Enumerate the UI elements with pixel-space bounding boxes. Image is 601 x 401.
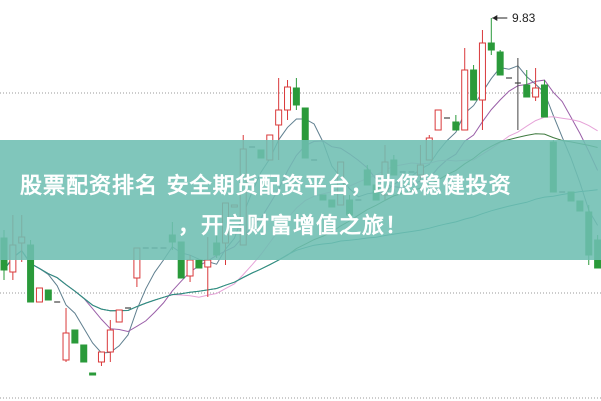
candle-down (44, 289, 52, 301)
candle-down (540, 84, 548, 118)
candle-down (452, 121, 460, 131)
candle-up (186, 259, 194, 277)
candle-down (89, 372, 97, 376)
banner-line-1: 股票配资排名 安全期货配资平台，助您稳健投资 (20, 174, 512, 199)
candle-up (62, 332, 70, 361)
candle-down (195, 259, 203, 269)
candle-up (478, 42, 486, 101)
high-marker-arrow-icon (492, 15, 498, 21)
candle-up (284, 86, 292, 111)
candle-up (97, 351, 105, 363)
candle-up (434, 109, 442, 131)
candle-up (115, 309, 123, 323)
candle-up (461, 69, 469, 131)
candle-down (71, 329, 79, 344)
candle-down (487, 42, 495, 51)
candle-up (35, 287, 43, 303)
candle-up (275, 109, 283, 126)
candle-down (80, 344, 88, 363)
promo-banner (0, 140, 601, 260)
candle-down (496, 51, 504, 76)
candle-up (204, 259, 212, 268)
banner-line-2: ，开启财富增值之旅！ (178, 214, 409, 239)
candle-down (292, 87, 300, 106)
candle-up (106, 329, 114, 353)
candle-down (470, 69, 478, 101)
candle-up (532, 87, 540, 98)
candle-down (523, 84, 531, 98)
high-price-label: 9.83 (512, 11, 536, 25)
